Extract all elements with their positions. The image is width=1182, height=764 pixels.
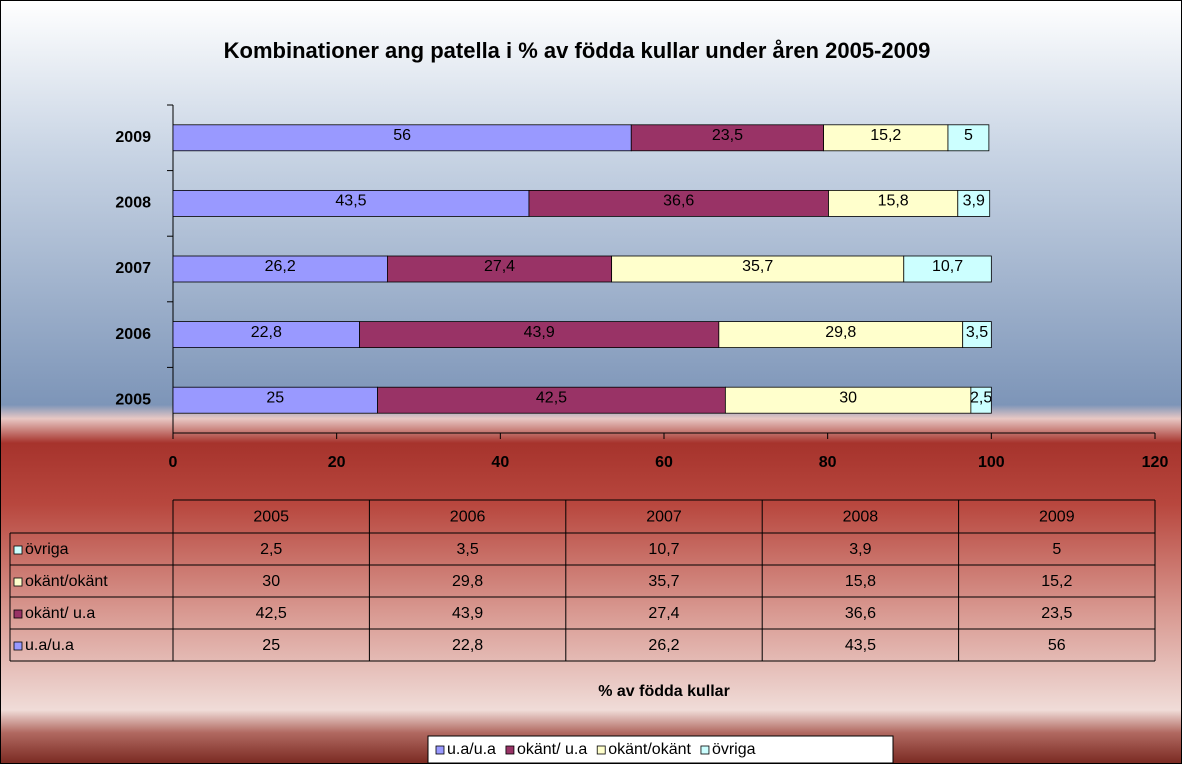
table-cell: 42,5	[256, 605, 287, 622]
table-cell: 23,5	[1041, 605, 1072, 622]
table-cell: 10,7	[648, 541, 679, 558]
table-cell: 29,8	[452, 573, 483, 590]
x-tick-label: 60	[655, 454, 673, 471]
legend	[427, 735, 894, 764]
bar-segment	[172, 255, 388, 283]
y-tick-label: 2005	[115, 391, 151, 408]
table-cell: 5	[1052, 541, 1061, 558]
data-label: 43,5	[335, 193, 366, 210]
y-tick-label: 2008	[115, 195, 151, 212]
x-tick-label: 100	[978, 454, 1005, 471]
data-label: 2,5	[970, 389, 992, 406]
legend-key	[435, 745, 445, 755]
table-cell: 15,8	[845, 573, 876, 590]
legend-key	[596, 745, 606, 755]
bar-segment	[377, 386, 726, 414]
x-tick-label: 120	[1142, 454, 1169, 471]
bar-segment	[828, 189, 959, 217]
data-label: 25	[266, 389, 284, 406]
table-cell: 30	[262, 573, 280, 590]
legend-key	[13, 641, 23, 651]
bar-segment	[947, 124, 990, 152]
bar-segment	[528, 189, 829, 217]
table-cell: 43,9	[452, 605, 483, 622]
bar-segment	[387, 255, 613, 283]
data-label: 35,7	[742, 258, 773, 275]
data-label: 29,8	[825, 324, 856, 341]
bar-segment	[724, 386, 972, 414]
table-cell: 3,9	[849, 541, 871, 558]
legend-key	[13, 545, 23, 555]
legend-key	[700, 745, 710, 755]
data-label: 3,9	[963, 193, 985, 210]
chart-title: Kombinationer ang patella i % av födda k…	[224, 38, 931, 63]
bar-segment	[172, 189, 530, 217]
bar-segment	[903, 255, 992, 283]
table-cell: 26,2	[648, 637, 679, 654]
table-cell: 27,4	[648, 605, 679, 622]
bar-segment	[611, 255, 905, 283]
table-cell: 2,5	[260, 541, 282, 558]
data-label: 27,4	[484, 258, 515, 275]
bar-segment	[957, 189, 991, 217]
legend-key	[505, 745, 515, 755]
table-cell: 22,8	[452, 637, 483, 654]
table-cell: 36,6	[845, 605, 876, 622]
data-label: 22,8	[251, 324, 282, 341]
table-cell: 25	[262, 637, 280, 654]
table-cell: 3,5	[456, 541, 478, 558]
bar-segment	[718, 321, 964, 349]
data-label: 23,5	[712, 127, 743, 144]
legend-label: u.a/u.a	[447, 741, 496, 758]
data-label: 15,8	[878, 193, 909, 210]
legend-label: övriga	[712, 741, 756, 758]
legend-label: okänt/ u.a	[517, 741, 587, 758]
table-header: 2006	[450, 509, 486, 526]
data-label: 36,6	[663, 193, 694, 210]
table-cell: 56	[1048, 637, 1066, 654]
table-header: 2007	[646, 509, 682, 526]
bar-segment	[172, 124, 632, 152]
table-row-label: u.a/u.a	[25, 637, 74, 654]
y-tick-label: 2009	[115, 129, 151, 146]
legend-key	[13, 609, 23, 619]
bar-segment	[630, 124, 824, 152]
legend-label: okänt/okänt	[608, 741, 691, 758]
x-tick-label: 80	[819, 454, 837, 471]
data-label: 56	[393, 127, 411, 144]
y-tick-label: 2007	[115, 260, 151, 277]
x-axis-label: % av födda kullar	[598, 683, 730, 700]
table-header: 2005	[253, 509, 289, 526]
legend-key	[13, 577, 23, 587]
table-cell: 35,7	[648, 573, 679, 590]
x-tick-label: 0	[169, 454, 178, 471]
data-label: 15,2	[870, 127, 901, 144]
data-label: 26,2	[265, 258, 296, 275]
bar-segment	[970, 386, 992, 414]
x-tick-label: 20	[328, 454, 346, 471]
y-tick-label: 2006	[115, 326, 151, 343]
table-row-label: övriga	[25, 541, 69, 558]
table-header: 2008	[843, 509, 879, 526]
data-label: 5	[964, 127, 973, 144]
data-label: 30	[839, 389, 857, 406]
data-label: 3,5	[966, 324, 988, 341]
table-row-label: okänt/okänt	[25, 573, 108, 590]
bar-segment	[962, 321, 992, 349]
table-row-label: okänt/ u.a	[25, 605, 95, 622]
table-cell: 43,5	[845, 637, 876, 654]
data-label: 42,5	[536, 389, 567, 406]
table-header: 2009	[1039, 509, 1075, 526]
x-tick-label: 40	[491, 454, 509, 471]
table-cell: 15,2	[1041, 573, 1072, 590]
data-label: 10,7	[932, 258, 963, 275]
data-label: 43,9	[524, 324, 555, 341]
bar-segment	[823, 124, 949, 152]
